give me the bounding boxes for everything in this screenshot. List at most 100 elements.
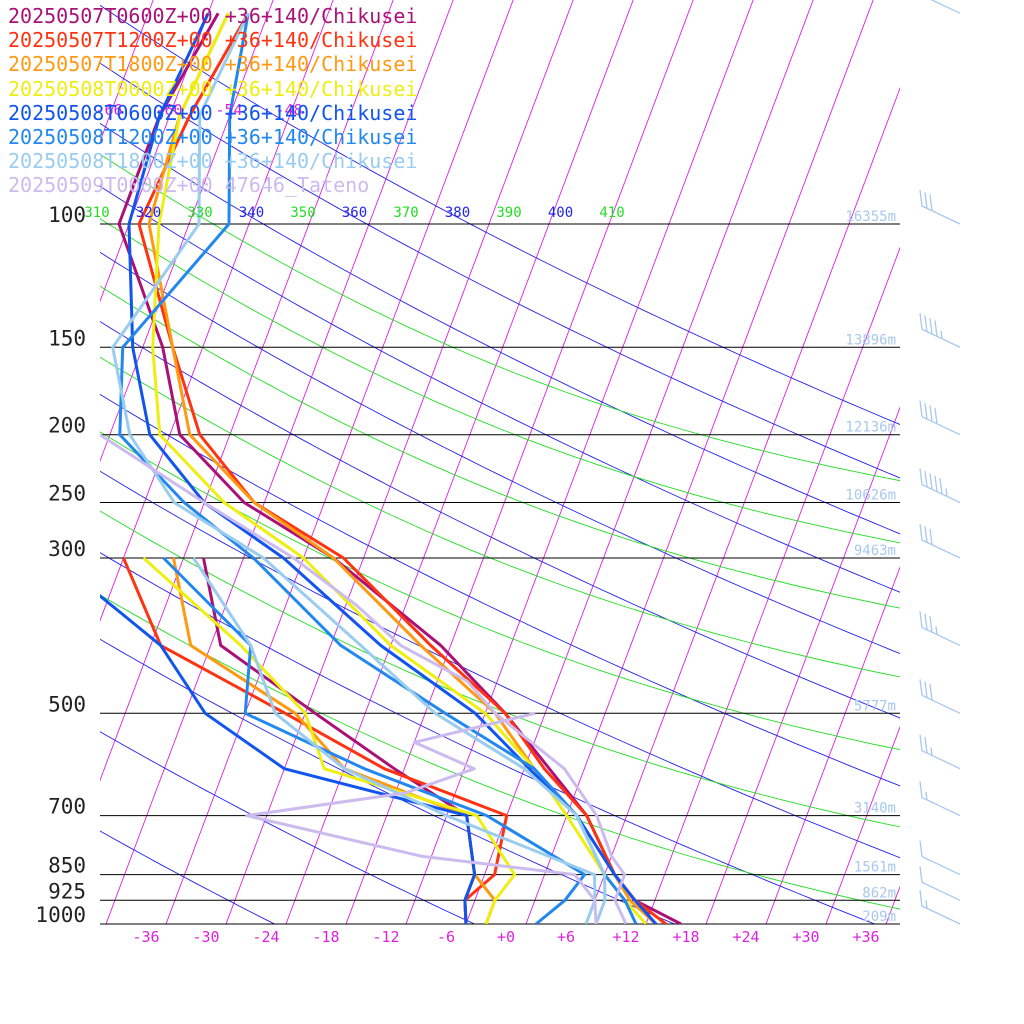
wind-barb-flag	[924, 681, 928, 698]
moist-adiabat-line	[100, 285, 900, 609]
pressure-tick-label: 700	[48, 795, 86, 819]
theta-label: 370	[393, 205, 418, 221]
wind-barb	[919, 611, 961, 647]
wind-barb-shaft	[921, 539, 961, 559]
wind-barb-flag	[924, 526, 928, 543]
wind-barb-shaft	[921, 205, 961, 225]
height-label: 3140m	[854, 801, 896, 817]
isotherm-line	[105, 0, 454, 924]
isotherm-line	[225, 0, 574, 924]
pressure-tick-label: 850	[48, 854, 86, 878]
wind-barb-flag	[934, 407, 938, 425]
wind-barb-flag	[940, 330, 943, 339]
wind-barb-flag	[919, 189, 923, 207]
wind-barb	[919, 866, 961, 901]
isotherm-line	[645, 246, 900, 924]
wind-barb-flag	[919, 889, 923, 907]
sounding-trace-line	[111, 12, 607, 924]
wind-barb-shaft	[921, 626, 961, 647]
sounding-trace-line	[151, 12, 648, 924]
isobar-lines	[100, 223, 900, 925]
sounding-trace-line	[162, 556, 587, 924]
wind-barb	[919, 679, 961, 714]
chart-legend: 20250507T0600Z+00 +36+140/Chikusei 202505…	[8, 4, 417, 198]
wind-barb-flag	[929, 683, 933, 701]
sounding-trace-line	[127, 12, 658, 924]
dry-adiabat-line	[100, 4, 900, 425]
wind-barb	[919, 734, 961, 770]
wind-barb-shaft	[921, 796, 961, 817]
temperature-tick-label: +6	[557, 928, 575, 946]
height-label: 9463m	[854, 543, 896, 559]
dry-adiabat-line	[100, 320, 900, 719]
height-label: 209m	[862, 909, 896, 925]
wind-barb	[919, 189, 961, 225]
dry-adiabat-line	[100, 185, 900, 593]
wind-barb-shaft	[921, 416, 961, 436]
wind-barb-flag	[919, 866, 923, 883]
wind-barb-flag	[935, 626, 938, 635]
wind-barb-flag	[919, 313, 923, 330]
pressure-tick-label: 925	[48, 879, 86, 903]
legend-entry: 20250508T1800Z+00 +36+140/Chikusei	[8, 149, 418, 174]
isotherm-line	[100, 0, 214, 303]
isotherm-line	[940, 0, 1024, 939]
isotherm-label: -60	[155, 101, 182, 119]
theta-label: 380	[445, 205, 470, 221]
wind-barb-flag	[925, 791, 928, 801]
temperature-tick-label: -6	[437, 928, 455, 946]
legend-entry: 20250508T1200Z+00 +36+140/Chikusei	[8, 125, 418, 150]
wind-barb-shaft	[921, 750, 961, 770]
moist-adiabat-line	[100, 218, 900, 544]
wind-barb-flag	[919, 840, 923, 857]
wind-barb-flag	[929, 405, 933, 422]
pressure-tick-label: 200	[48, 414, 86, 438]
wind-barb-flag	[934, 320, 938, 337]
wind-barb-flag	[919, 781, 923, 798]
isotherm-line	[585, 86, 900, 924]
wind-barb	[919, 400, 961, 436]
theta-label: 350	[290, 205, 315, 221]
theta-label: 390	[496, 205, 521, 221]
isotherm-line	[100, 0, 154, 143]
wind-barb-shaft	[921, 905, 961, 925]
legend-entry: 20250509T0000Z+00 47646_Tateno	[8, 173, 370, 198]
isotherm-label: -48	[275, 101, 302, 119]
temperature-tick-label: -18	[312, 928, 339, 946]
legend-entry: 20250507T1800Z+00 +36+140/Chikusei	[8, 52, 418, 77]
theta-label: 360	[342, 205, 367, 221]
wind-barb-shaft	[921, 856, 961, 876]
wind-barb-flag	[939, 478, 943, 495]
height-label: 12136m	[845, 420, 896, 436]
isotherm-line	[825, 725, 900, 924]
moist-adiabat-line	[100, 153, 900, 482]
legend-entry: 20250508T0000Z+00 +36+140/Chikusei	[8, 76, 418, 101]
wind-barb-flag	[924, 315, 928, 332]
isotherm-label: -54	[215, 101, 242, 119]
isotherm-line	[525, 0, 874, 924]
legend-entry: 20250507T1200Z+00 +36+140/Chikusei	[8, 28, 418, 53]
isotherm-line	[765, 566, 900, 924]
wind-barb-flag	[924, 737, 928, 754]
wind-barb	[930, 0, 961, 14]
sounding-trace-line	[192, 557, 597, 924]
sounding-traces	[100, 12, 682, 924]
wind-barb-flag	[919, 468, 923, 485]
wind-barb-flag	[919, 734, 923, 751]
sounding-trace-line	[245, 711, 598, 924]
wind-barb-flag	[929, 473, 933, 490]
moist-adiabat-line	[100, 594, 900, 910]
dry-adiabat-line	[100, 122, 900, 535]
wind-barb	[919, 523, 961, 559]
temperature-tick-label: +0	[497, 928, 515, 946]
temperature-tick-label: +18	[672, 928, 699, 946]
wind-barb	[919, 840, 961, 876]
height-label: 13896m	[845, 332, 896, 348]
wind-barb-flag	[945, 488, 948, 497]
pressure-tick-label: 250	[48, 482, 86, 506]
pressure-tick-label: 300	[48, 537, 86, 561]
temperature-tick-label: -12	[372, 928, 399, 946]
pressure-tick-label: 150	[48, 326, 86, 350]
temperature-tick-label: -36	[132, 928, 159, 946]
temperature-tick-label: +30	[792, 928, 819, 946]
